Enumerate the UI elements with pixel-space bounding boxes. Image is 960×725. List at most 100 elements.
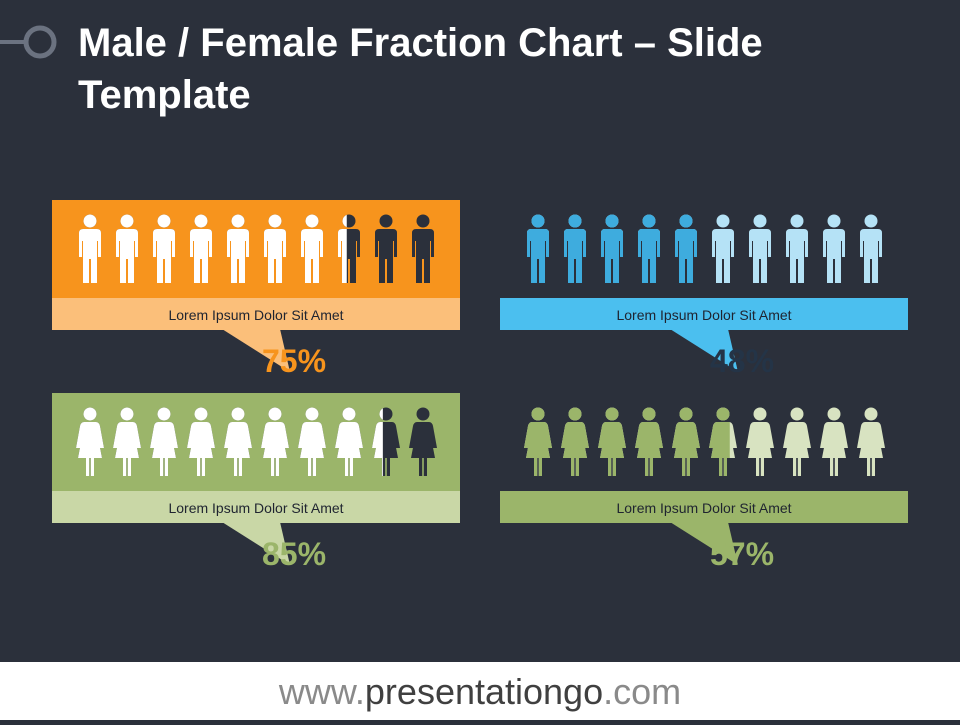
icon-head <box>568 214 582 228</box>
title: Template <box>78 73 251 117</box>
icon-body <box>638 229 660 283</box>
icon-head <box>605 214 619 228</box>
icon-body <box>672 422 700 476</box>
icon-head <box>305 407 319 421</box>
caption: Lorem Ipsum Dolor Sit Amet <box>616 500 791 516</box>
icon-body <box>820 422 848 476</box>
icon-body <box>190 229 212 283</box>
caption-box <box>52 491 460 523</box>
icon-head <box>642 214 656 228</box>
icon-head <box>416 214 430 228</box>
icon-body <box>113 422 141 476</box>
icon-body <box>561 422 589 476</box>
icon-body <box>412 229 434 283</box>
icon-head <box>120 407 134 421</box>
footer-part: www. <box>278 671 365 712</box>
icon-body <box>335 422 363 476</box>
value-label: 57% <box>710 536 774 572</box>
icon-head <box>83 214 97 228</box>
icon-body <box>375 229 397 283</box>
icon-body <box>860 229 882 283</box>
icon-head <box>753 407 767 421</box>
icon-head <box>268 214 282 228</box>
icon-head <box>642 407 656 421</box>
icon-head <box>790 407 804 421</box>
icon-body <box>601 229 623 283</box>
icon-body <box>76 422 104 476</box>
caption-pointer <box>222 522 290 565</box>
icon-body <box>153 229 175 283</box>
icon-head <box>753 214 767 228</box>
icon-head <box>827 214 841 228</box>
value-label: 75% <box>262 343 326 379</box>
icon-body <box>187 422 215 476</box>
panel <box>52 200 460 298</box>
icon-body <box>224 422 252 476</box>
icons-filled <box>524 407 730 476</box>
icon-head <box>231 407 245 421</box>
caption-box <box>500 298 908 330</box>
icons-filled <box>76 407 383 476</box>
icon-body <box>298 422 326 476</box>
icon-head <box>379 408 383 420</box>
icon-head <box>568 407 582 421</box>
icon-head <box>157 407 171 421</box>
icon-head <box>790 214 804 228</box>
caption: Lorem Ipsum Dolor Sit Amet <box>616 307 791 323</box>
icon-head <box>83 407 97 421</box>
icon-head <box>342 407 356 421</box>
icon-body <box>564 229 586 283</box>
icon-head <box>231 214 245 228</box>
footer-band <box>0 662 960 720</box>
icons-filled <box>527 214 697 283</box>
icon-body <box>709 422 730 476</box>
icon-head <box>342 214 347 228</box>
icon-body <box>150 422 178 476</box>
icon-body <box>372 422 383 476</box>
icon-head <box>157 214 171 228</box>
icon-body <box>409 422 437 476</box>
caption-pointer <box>670 522 738 565</box>
caption: Lorem Ipsum Dolor Sit Amet <box>168 307 343 323</box>
icon-head <box>531 214 545 228</box>
icon-body <box>749 229 771 283</box>
value-label: 48% <box>710 343 774 379</box>
icon-body <box>227 229 249 283</box>
icon-body <box>338 229 347 283</box>
icon-head <box>679 214 693 228</box>
footer-part: .com <box>603 671 681 712</box>
icon-head <box>864 407 878 421</box>
icon-head <box>416 407 430 421</box>
caption-pointer <box>670 329 738 372</box>
icon-body <box>746 422 774 476</box>
caption-pointer <box>222 329 290 372</box>
icon-head <box>827 407 841 421</box>
icon-head <box>268 407 282 421</box>
icon-head <box>120 214 134 228</box>
footer-url: www.presentationgo.com <box>278 671 681 712</box>
icon-body <box>857 422 885 476</box>
icon-head <box>194 214 208 228</box>
icon-body <box>301 229 323 283</box>
icon-body <box>524 422 552 476</box>
icon-body <box>79 229 101 283</box>
icon-body <box>786 229 808 283</box>
icon-head <box>531 407 545 421</box>
icon-body <box>675 229 697 283</box>
icon-head <box>716 214 730 228</box>
icon-head <box>379 214 393 228</box>
icon-body <box>823 229 845 283</box>
icon-body <box>598 422 626 476</box>
value-label: 85% <box>262 536 326 572</box>
caption: Lorem Ipsum Dolor Sit Amet <box>168 500 343 516</box>
footer-part: presentationgo <box>365 671 603 712</box>
caption-box <box>500 491 908 523</box>
caption-box <box>52 298 460 330</box>
background <box>0 0 960 662</box>
icon-head <box>716 407 730 421</box>
icon-body <box>783 422 811 476</box>
icon-head <box>679 407 693 421</box>
icon-head <box>305 214 319 228</box>
